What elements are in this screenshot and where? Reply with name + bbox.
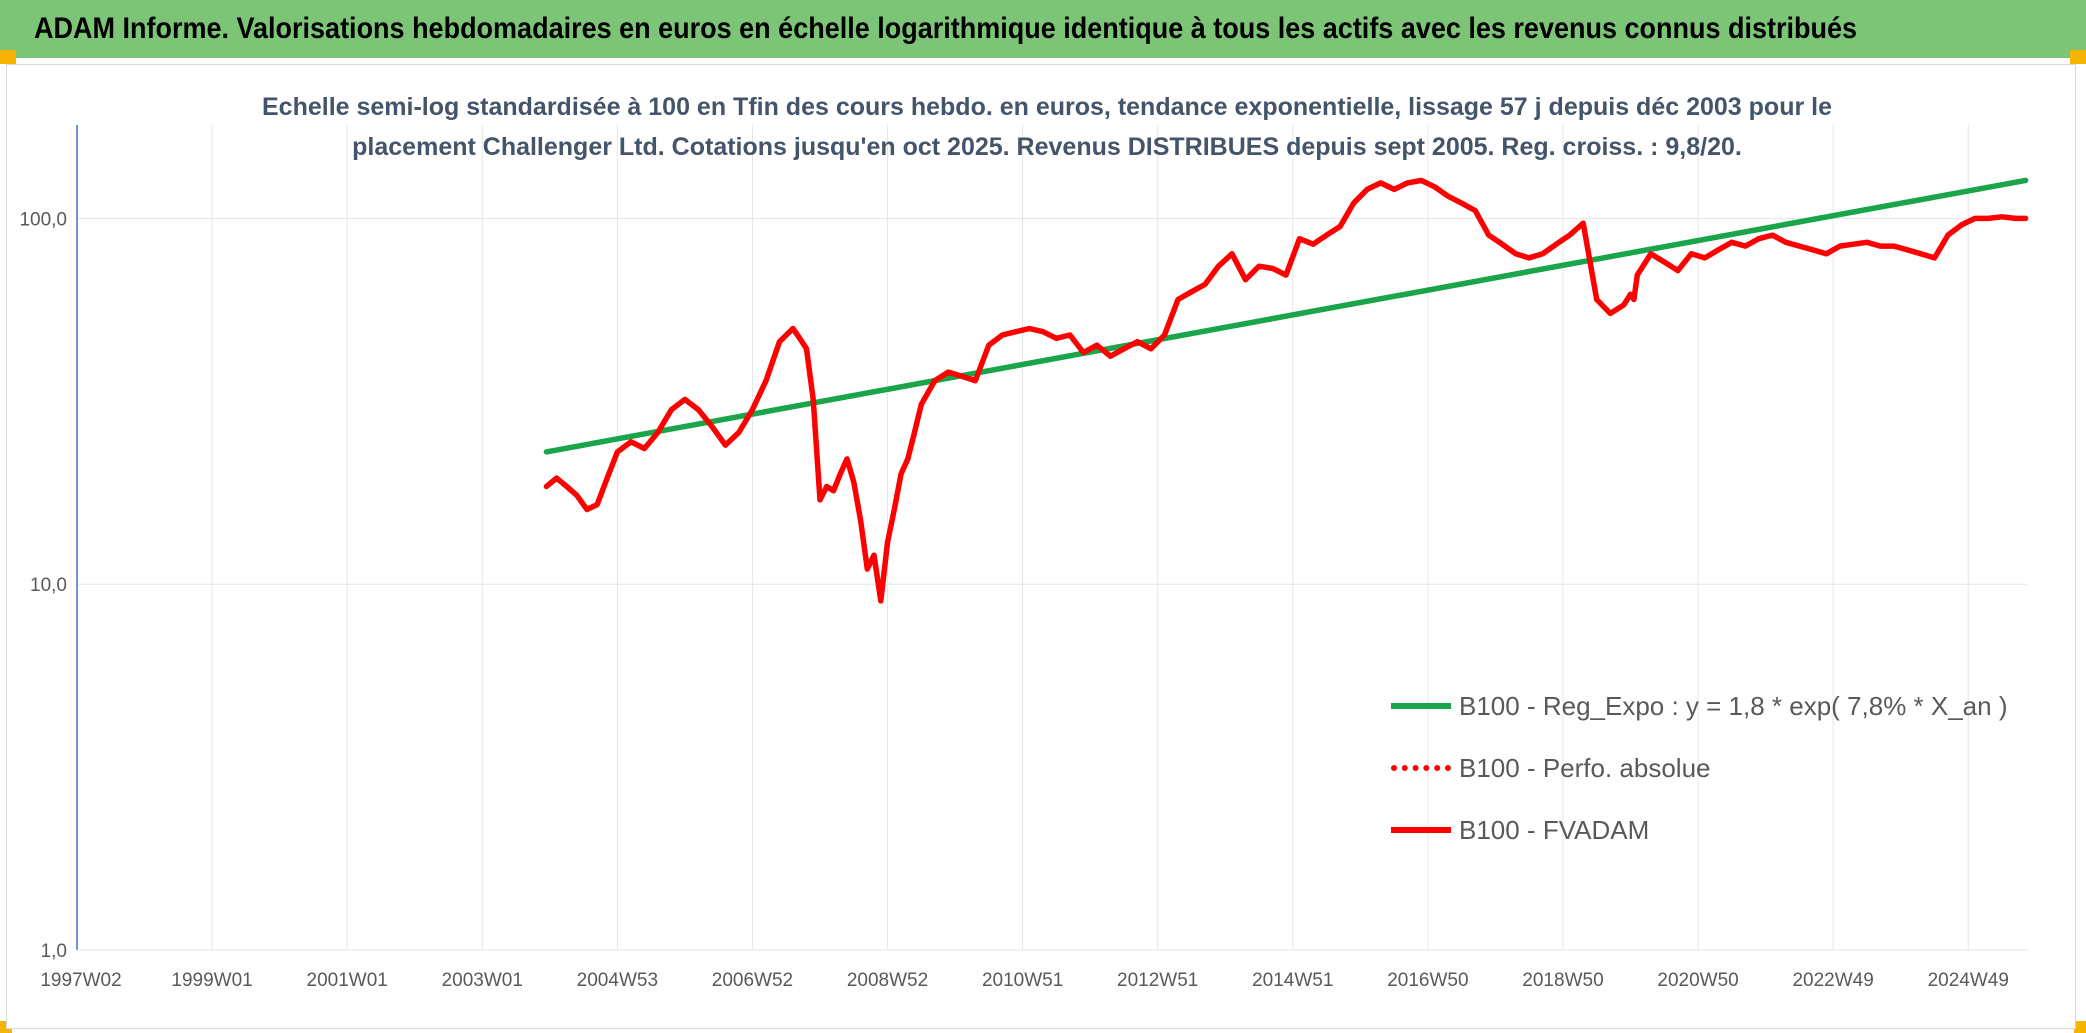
- chart-subtitle: Echelle semi-log standardisée à 100 en T…: [207, 87, 1887, 167]
- x-tick-label: 2010W51: [982, 970, 1063, 991]
- legend-label-perfo-absolue: B100 - Perfo. absolue: [1459, 753, 1711, 783]
- y-tick-label: 1,0: [41, 941, 67, 962]
- legend-item-regression: B100 - Reg_Expo : y = 1,8 * exp( 7,8% * …: [1391, 685, 2011, 747]
- legend-label-fvadam: B100 - FVADAM: [1459, 815, 1650, 845]
- x-tick-label: 2020W50: [1657, 970, 1738, 991]
- x-tick-label: 2012W51: [1117, 970, 1198, 991]
- chart-subtitle-line-1: Echelle semi-log standardisée à 100 en T…: [262, 93, 1832, 121]
- x-tick-label: 2024W49: [1928, 970, 2009, 991]
- legend-swatch-regression: [1391, 703, 1451, 709]
- legend-item-perfo-absolue: B100 - Perfo. absolue: [1391, 747, 2011, 809]
- chart-legend: B100 - Reg_Expo : y = 1,8 * exp( 7,8% * …: [1391, 685, 2011, 871]
- x-tick-label: 1997W02: [40, 970, 121, 991]
- series-line-fvadam: [543, 177, 2029, 604]
- legend-swatch-perfo-absolue: [1391, 765, 1451, 771]
- legend-label-regression: B100 - Reg_Expo : y = 1,8 * exp( 7,8% * …: [1459, 691, 2008, 721]
- x-tick-label: 2003W01: [442, 970, 523, 991]
- x-tick-label: 2001W01: [307, 970, 388, 991]
- x-tick-label: 2018W50: [1522, 970, 1603, 991]
- report-title: ADAM Informe. Valorisations hebdomadaire…: [34, 12, 1858, 45]
- corner-accent-top-left: [0, 50, 16, 64]
- x-tick-label: 2008W52: [847, 970, 928, 991]
- legend-item-fvadam: B100 - FVADAM: [1391, 809, 2011, 871]
- chart-panel: 1997W02 1999W01 2001W01 2003W01 2004W53 2006W…: [6, 64, 2076, 1029]
- y-tick-label: 100,0: [19, 209, 67, 230]
- corner-accent-bottom-right: [2074, 1021, 2086, 1033]
- corner-accent-top-right: [2070, 50, 2086, 64]
- chart-plot: 1997W02 1999W01 2001W01 2003W01 2004W53 2006W…: [19, 125, 2029, 991]
- x-tick-label: 2022W49: [1792, 970, 1873, 991]
- series-line-regression: [543, 177, 2029, 455]
- y-tick-label: 10,0: [30, 575, 67, 596]
- x-tick-label: 2016W50: [1387, 970, 1468, 991]
- x-tick-label: 2004W53: [577, 970, 658, 991]
- x-tick-label: 1999W01: [171, 970, 252, 991]
- chart-subtitle-line-2: placement Challenger Ltd. Cotations jusq…: [352, 133, 1742, 161]
- report-banner: ADAM Informe. Valorisations hebdomadaire…: [0, 0, 2086, 58]
- x-tick-label: 2014W51: [1252, 970, 1333, 991]
- legend-swatch-fvadam: [1391, 827, 1451, 833]
- x-tick-label: 2006W52: [712, 970, 793, 991]
